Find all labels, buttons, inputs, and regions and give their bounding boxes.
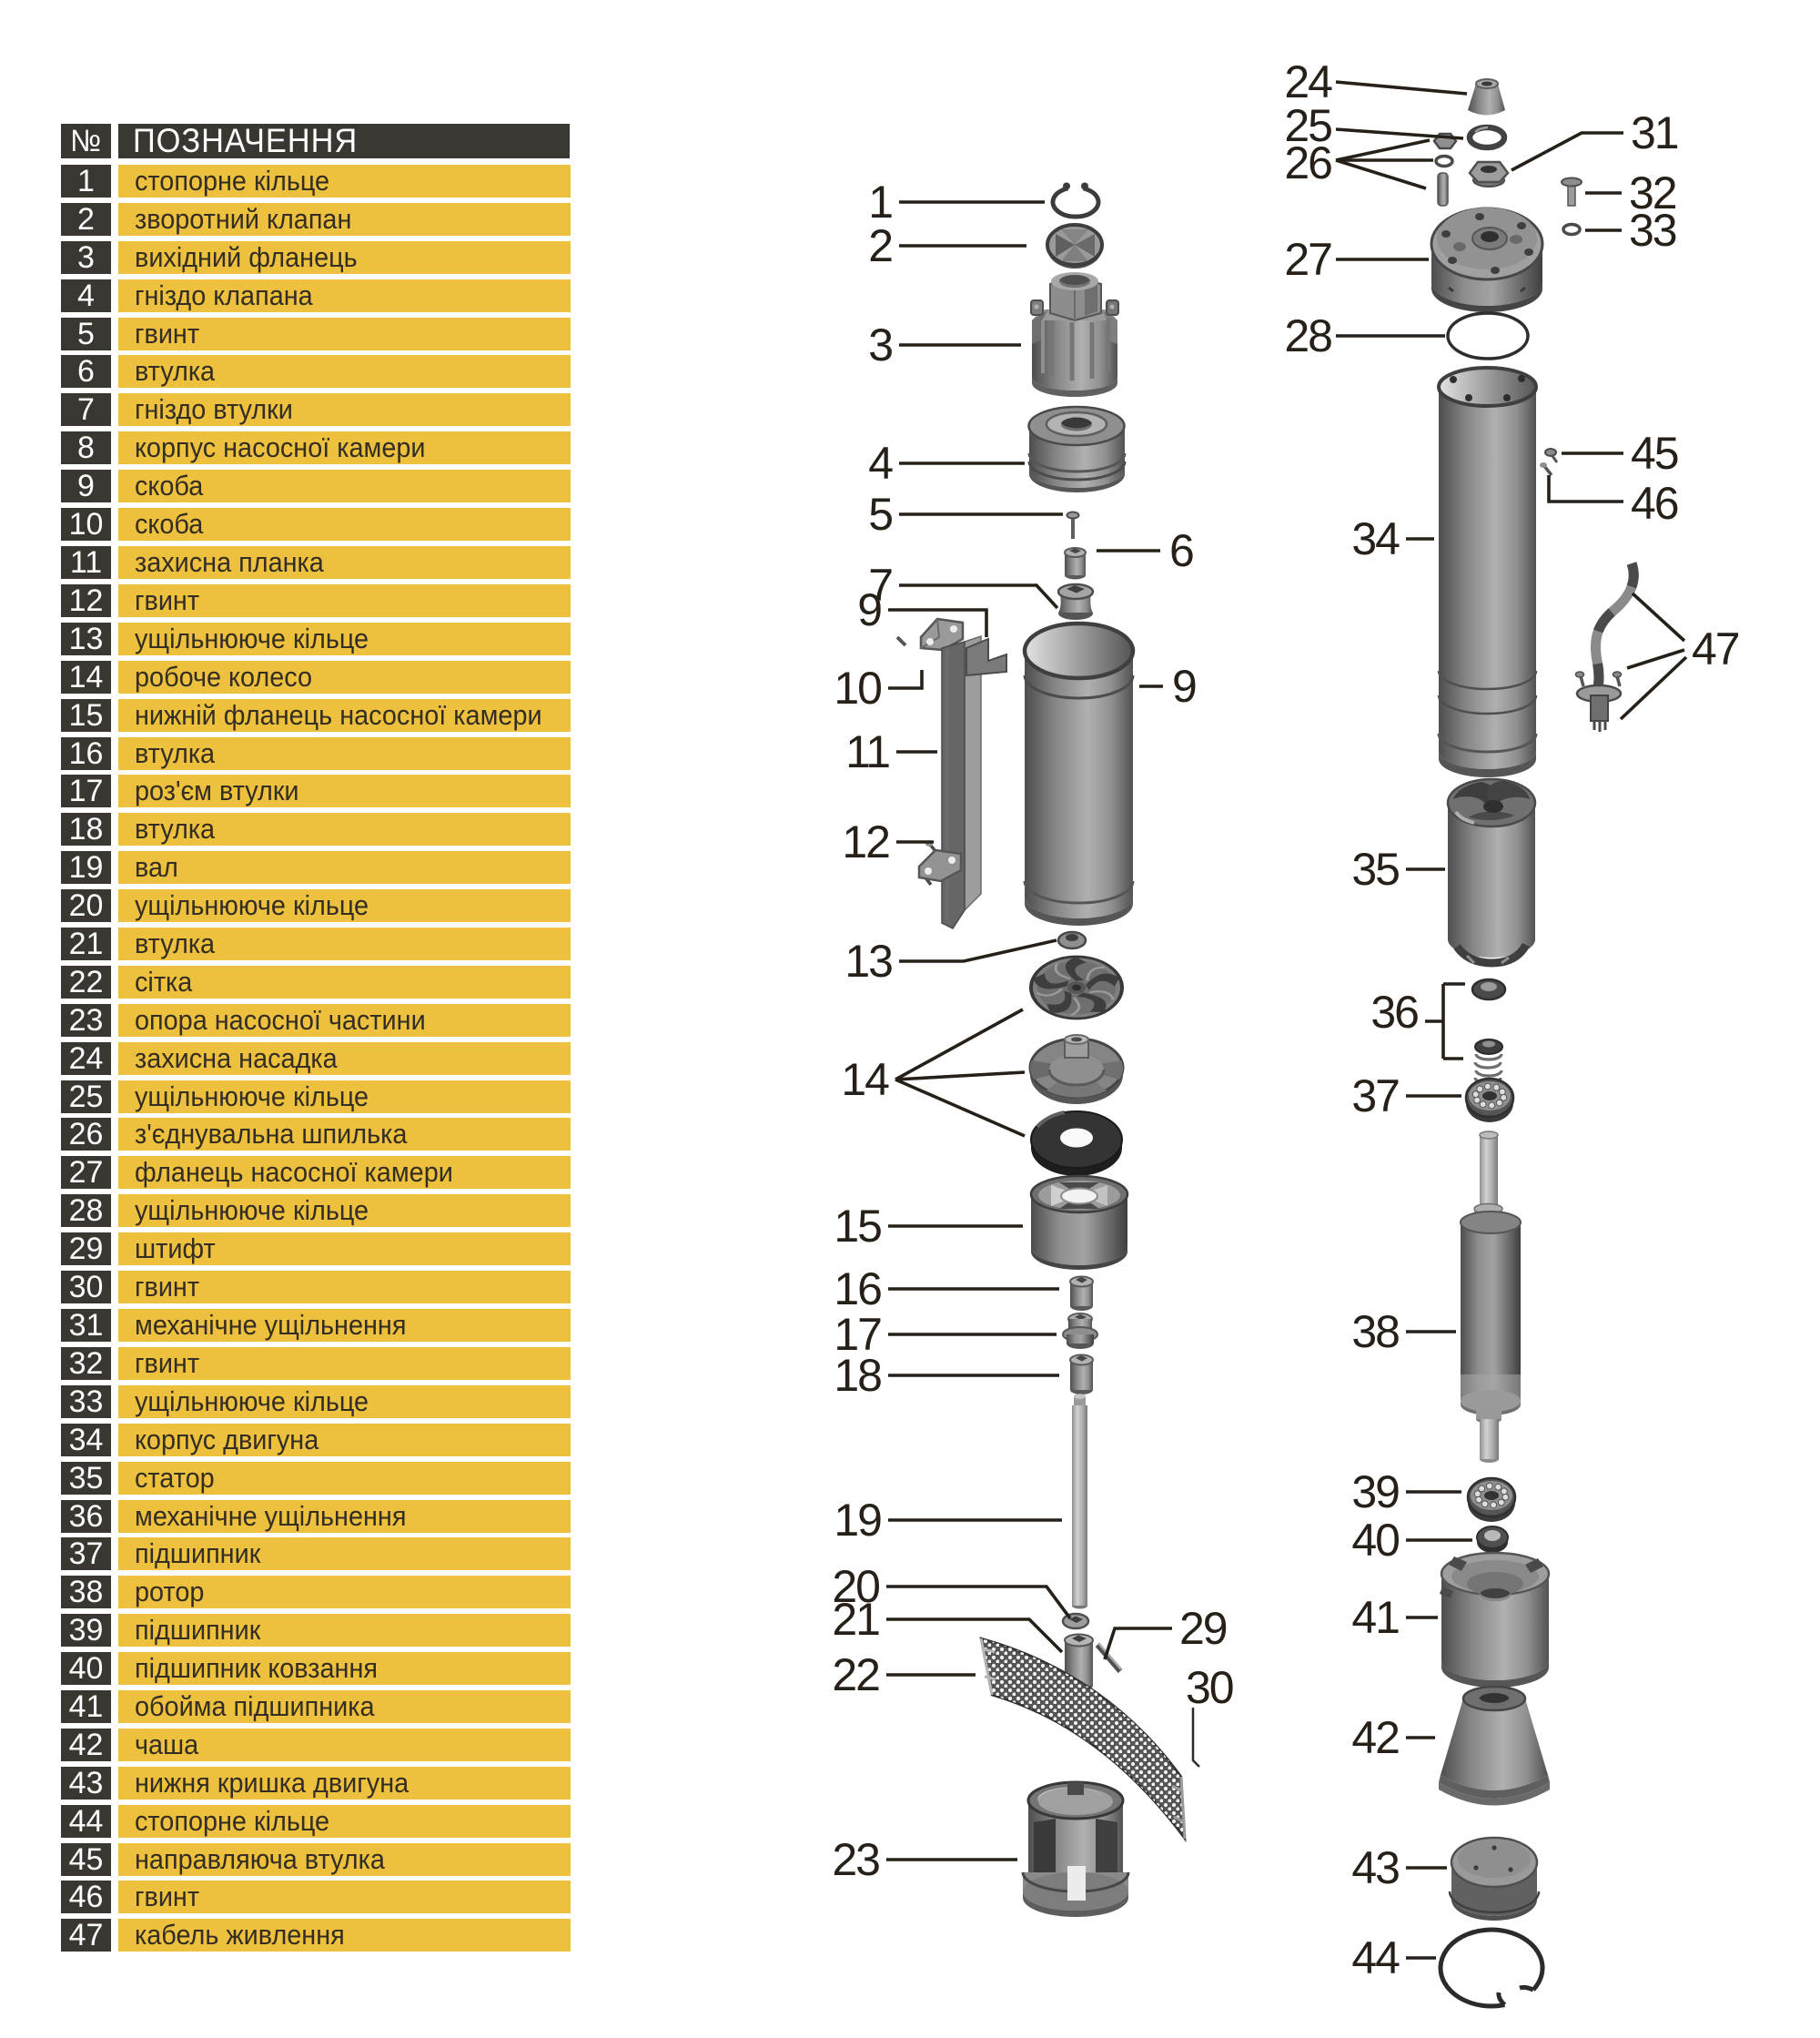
svg-text:3: 3 — [868, 319, 892, 370]
svg-text:19: 19 — [834, 1495, 881, 1546]
svg-text:20: 20 — [832, 1561, 879, 1612]
svg-text:10: 10 — [834, 663, 881, 714]
svg-text:35: 35 — [1351, 844, 1399, 895]
svg-text:46: 46 — [1631, 478, 1678, 529]
svg-text:41: 41 — [1351, 1592, 1399, 1643]
svg-text:11: 11 — [845, 726, 889, 777]
svg-text:33: 33 — [1629, 205, 1676, 256]
svg-text:7: 7 — [868, 560, 892, 611]
svg-text:30: 30 — [1186, 1662, 1233, 1713]
svg-text:17: 17 — [834, 1309, 881, 1360]
svg-text:29: 29 — [1179, 1603, 1227, 1654]
svg-text:47: 47 — [1692, 624, 1739, 674]
svg-text:38: 38 — [1351, 1306, 1399, 1357]
svg-text:40: 40 — [1351, 1515, 1399, 1566]
svg-text:43: 43 — [1351, 1842, 1399, 1893]
svg-text:2: 2 — [868, 220, 892, 271]
svg-text:32: 32 — [1629, 167, 1676, 218]
svg-text:15: 15 — [834, 1201, 881, 1252]
svg-text:28: 28 — [1284, 310, 1331, 361]
svg-text:12: 12 — [842, 816, 889, 867]
svg-text:31: 31 — [1631, 107, 1678, 158]
svg-text:5: 5 — [868, 489, 892, 540]
svg-text:27: 27 — [1284, 234, 1331, 285]
svg-text:18: 18 — [834, 1350, 881, 1401]
svg-text:37: 37 — [1351, 1070, 1399, 1121]
svg-text:42: 42 — [1351, 1712, 1399, 1763]
svg-text:22: 22 — [832, 1649, 879, 1700]
svg-text:24: 24 — [1284, 56, 1332, 107]
svg-text:23: 23 — [832, 1834, 879, 1885]
svg-text:13: 13 — [844, 936, 892, 987]
svg-text:45: 45 — [1631, 428, 1678, 479]
svg-text:36: 36 — [1370, 987, 1418, 1038]
svg-text:21: 21 — [832, 1594, 879, 1645]
svg-text:26: 26 — [1284, 137, 1331, 188]
svg-text:14: 14 — [841, 1054, 889, 1105]
svg-text:9: 9 — [1172, 661, 1196, 712]
svg-text:9: 9 — [857, 584, 881, 635]
svg-text:34: 34 — [1351, 513, 1400, 564]
svg-text:16: 16 — [834, 1263, 881, 1314]
svg-text:4: 4 — [868, 438, 893, 489]
svg-text:44: 44 — [1351, 1932, 1400, 1983]
svg-text:1: 1 — [868, 177, 892, 228]
svg-text:39: 39 — [1351, 1466, 1399, 1517]
svg-text:6: 6 — [1169, 525, 1193, 576]
svg-text:25: 25 — [1284, 100, 1331, 151]
